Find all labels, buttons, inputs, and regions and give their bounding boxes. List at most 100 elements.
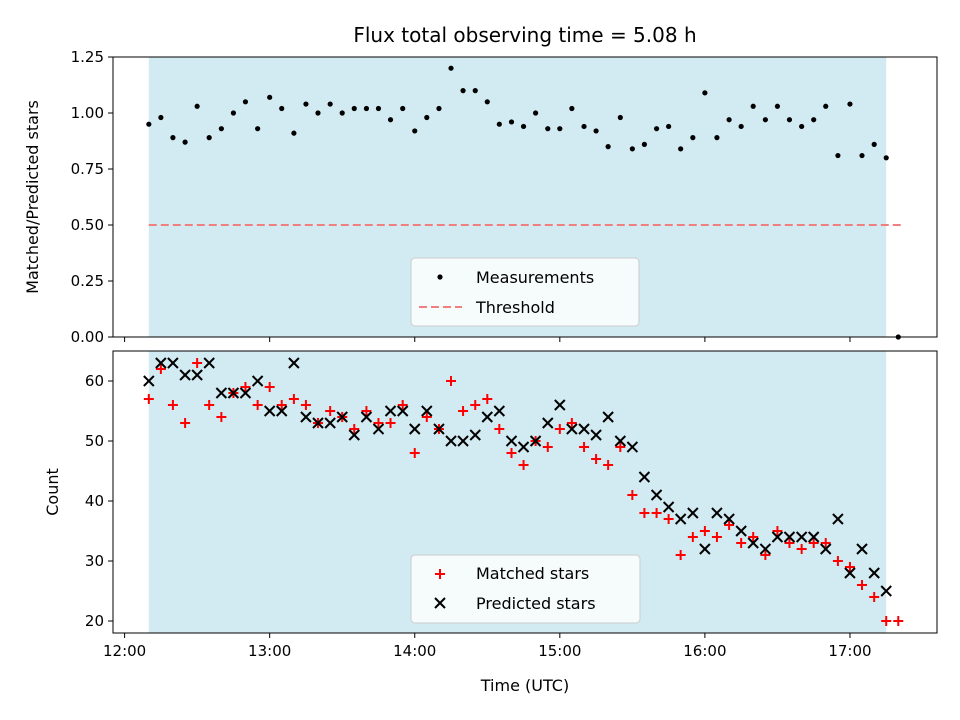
cross-stroke [578, 423, 590, 435]
predicted-star-point [747, 537, 759, 549]
cross-stroke [735, 525, 747, 537]
cross-stroke [662, 501, 675, 513]
measurement-point [315, 110, 321, 116]
measurement-point [617, 114, 623, 121]
matched-star-point [844, 562, 855, 572]
matched-star-point [409, 448, 420, 458]
count-y-tick-label: 20 [85, 612, 104, 630]
matched-star-point [361, 406, 372, 416]
predicted-star-point [856, 543, 868, 555]
cross-stroke [844, 567, 856, 579]
count-y-ticks: 20 30 40 50 60 [85, 372, 113, 630]
measurement-point [823, 103, 829, 109]
cross-stroke [820, 543, 832, 555]
predicted-star-point [566, 423, 578, 435]
predicted-star-point [699, 543, 711, 555]
predicted-star-point [276, 405, 288, 417]
measurement-point [629, 146, 635, 152]
time-x-tick-label: 17:00 [828, 642, 871, 660]
matched-star-point [192, 358, 203, 368]
matched-star-point [772, 526, 783, 536]
legend-predicted-marker [434, 597, 446, 609]
measurement-point [653, 126, 660, 132]
predicted-star-point [433, 423, 445, 435]
matched-star-point [482, 394, 493, 404]
predicted-star-point [179, 369, 191, 381]
matched-star-point [663, 514, 674, 524]
matched-star-point [325, 406, 336, 416]
legend-measurements-marker [437, 274, 443, 280]
measurement-point [424, 114, 430, 121]
count-legend: Matched stars Predicted stars [410, 554, 641, 624]
count-y-tick-label: 40 [85, 492, 104, 510]
measurement-point [194, 103, 200, 109]
matched-star-point [421, 412, 432, 422]
predicted-star-point [191, 369, 203, 381]
legend-cross [434, 597, 446, 609]
predicted-star-point [517, 441, 530, 453]
cross-stroke [493, 405, 506, 417]
measurement-point [750, 103, 756, 109]
predicted-star-point [505, 435, 518, 447]
matched-star-point [373, 418, 384, 428]
legend-predicted-label: Predicted stars [476, 594, 596, 613]
matched-star-point [893, 616, 904, 626]
measurement-point [871, 141, 877, 147]
legend-plus [435, 569, 445, 579]
predicted-star-point [360, 411, 373, 423]
matched-star-point [180, 418, 191, 428]
measurement-point [678, 146, 684, 152]
predicted-star-point [795, 531, 808, 543]
cross-stroke [795, 531, 808, 543]
measurement-point [714, 135, 720, 141]
predicted-star-point [687, 507, 699, 519]
cross-stroke [856, 543, 868, 555]
ratio-y-axis-label: Matched/Predicted stars [23, 100, 42, 294]
cross-stroke [360, 411, 373, 423]
cross-stroke [396, 405, 409, 417]
predicted-star-point [143, 375, 155, 387]
measurement-point [351, 105, 357, 112]
matched-star-point [385, 418, 396, 428]
predicted-star-point [203, 357, 215, 369]
matched-star-point [397, 400, 408, 410]
matched-star-point [627, 490, 638, 500]
legend-matched-label: Matched stars [476, 564, 589, 583]
cross-stroke [614, 435, 627, 447]
matched-star-point [446, 376, 457, 386]
predicted-star-point [263, 405, 276, 417]
predicted-star-point [723, 513, 735, 525]
measurement-point [520, 123, 527, 130]
predicted-star-point [807, 531, 820, 543]
count-y-tick-label: 30 [85, 552, 104, 570]
measurement-point [557, 126, 563, 132]
ratio-y-ticks: 0.00 0.25 0.50 0.75 1.00 1.25 [71, 48, 113, 346]
predicted-star-point [215, 387, 228, 399]
matched-star-point [856, 580, 867, 590]
measurement-point [291, 130, 297, 136]
cross-stroke [155, 357, 167, 369]
predicted-star-point [771, 531, 784, 543]
chart-title: Flux total observing time = 5.08 h [353, 23, 696, 47]
cross-stroke [445, 435, 457, 447]
predicted-star-point [384, 405, 397, 417]
measurement-point [666, 123, 672, 130]
predicted-star-point [759, 543, 772, 555]
measurement-point [702, 90, 708, 96]
predicted-star-point [336, 411, 348, 423]
ratio-y-tick-label: 0.00 [71, 328, 104, 346]
measurement-point [774, 103, 781, 109]
predicted-star-point [832, 513, 844, 525]
cross-stroke [674, 513, 687, 525]
predicted-star-point [820, 543, 832, 555]
cross-stroke [312, 417, 324, 429]
cross-stroke [554, 399, 566, 411]
count-panel-frame [112, 350, 938, 634]
cross-stroke [880, 585, 892, 597]
predicted-star-point [469, 429, 481, 441]
cross-stroke [505, 435, 518, 447]
cross-stroke [191, 369, 203, 381]
count-y-axis-label: Count [43, 468, 62, 516]
cross-stroke [167, 357, 179, 369]
count-y-tick-label: 50 [85, 432, 104, 450]
